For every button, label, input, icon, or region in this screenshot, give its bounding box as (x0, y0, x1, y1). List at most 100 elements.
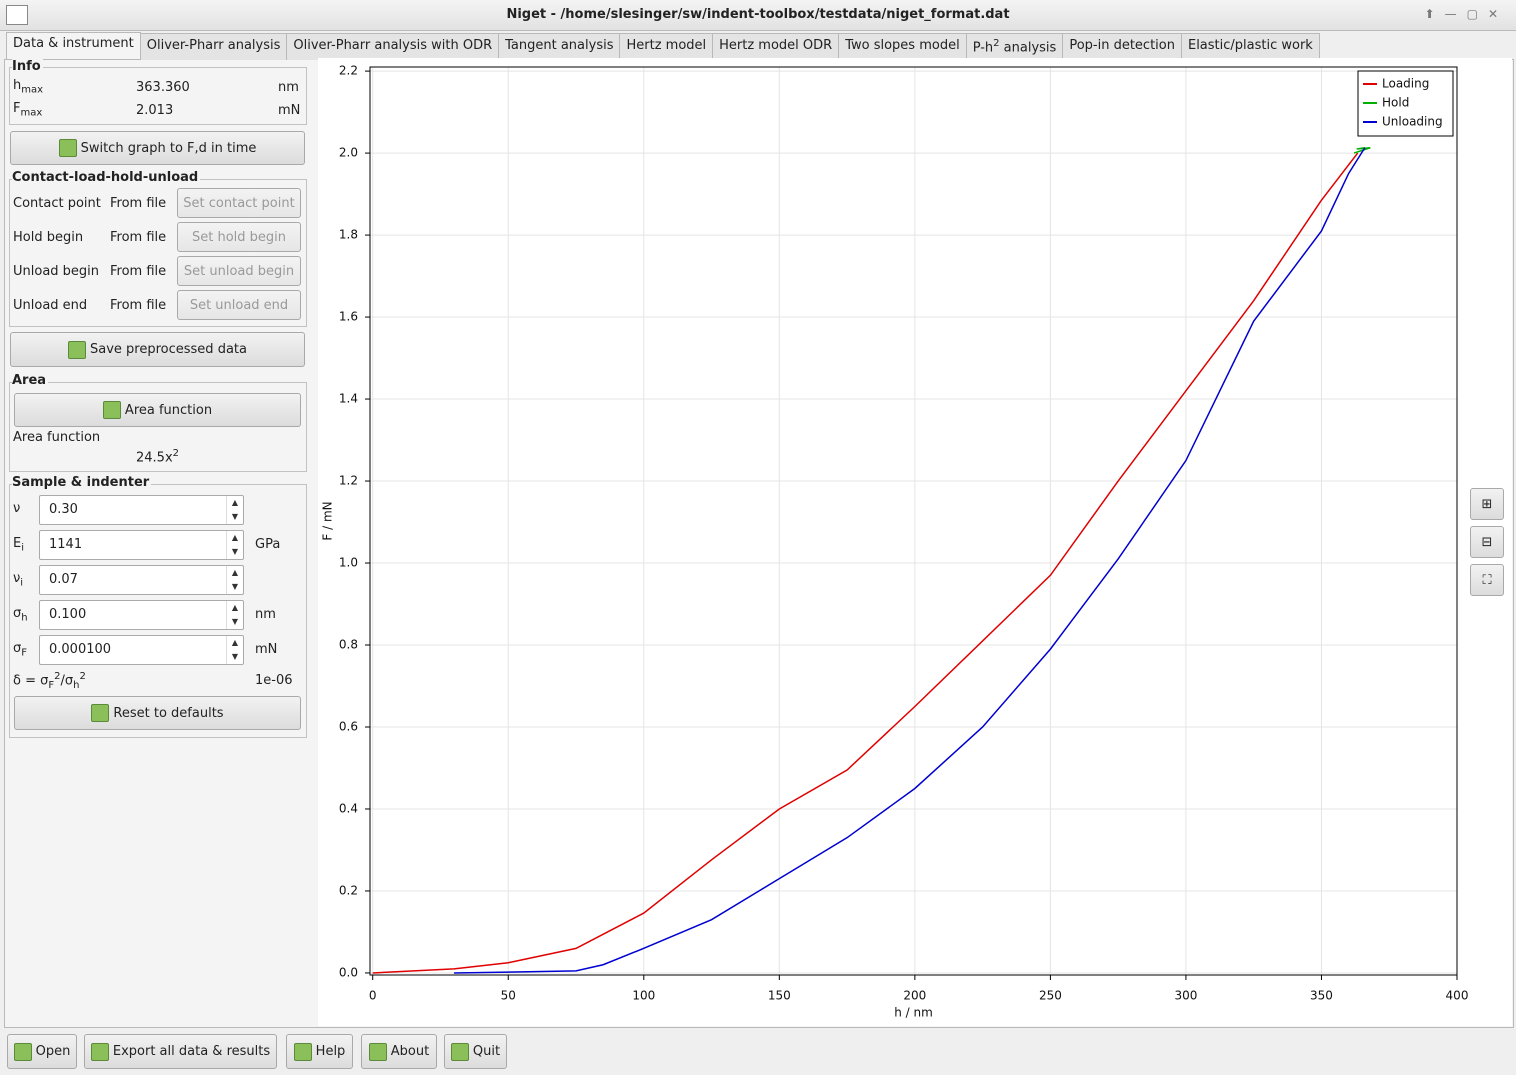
tab-label: P-h (972, 40, 994, 56)
set-point-button[interactable]: Set hold begin (177, 222, 301, 252)
tab[interactable]: Hertz model ODR (712, 33, 840, 61)
data-line (372, 152, 1359, 974)
x-axis-label: h / nm (894, 1006, 933, 1020)
symbol: σ (13, 641, 22, 656)
button-icon (68, 340, 86, 359)
button-label: Area function (124, 402, 213, 418)
symbol-sub: max (21, 84, 44, 96)
y-tick-label: 0.8 (339, 638, 358, 652)
spin-box[interactable]: 0.000100 ▲ ▼ (39, 635, 244, 665)
symbol-sub: h (21, 612, 28, 624)
spin-arrows: ▲ ▼ (226, 636, 243, 664)
tab[interactable]: Two slopes model (838, 33, 967, 61)
save-button[interactable]: Save preprocessed data (10, 332, 305, 367)
symbol-sub: i (20, 577, 24, 589)
tab[interactable]: P-h2 analysis (965, 33, 1064, 61)
y-tick-label: 1.2 (339, 474, 358, 488)
delta-part: F (48, 679, 55, 691)
tab-label: Oliver-Pharr analysis (146, 38, 281, 53)
field-symbol: νi (13, 571, 23, 589)
set-point-button[interactable]: Set unload begin (177, 256, 301, 286)
y-tick-label: 1.6 (339, 310, 358, 324)
group-title: Contact-load-hold-unload (12, 170, 201, 185)
spin-arrows: ▲ ▼ (226, 496, 243, 524)
symbol-sub: max (20, 107, 43, 119)
field-unit: GPa (255, 537, 281, 552)
window-controls[interactable]: ⬆—▢✕ (1424, 7, 1508, 21)
button-icon (368, 1042, 387, 1061)
symbol-sub: i (21, 542, 24, 554)
y-tick-label: 0.0 (339, 965, 358, 979)
area-formula-sup: 2 (172, 448, 180, 459)
button-icon (102, 401, 121, 419)
bottom-button[interactable]: Quit (444, 1034, 507, 1069)
tab[interactable]: Tangent analysis (498, 33, 621, 61)
chart: 0 50 100 150 200 250 300 350 400 0.0 0.2 0.4 0.6 0.8 1… (321, 64, 1469, 1020)
delta-part: h (73, 679, 80, 691)
button-icon (293, 1042, 312, 1061)
legend-label: Hold (1382, 96, 1409, 110)
delta-label: δ = σF2/σh2 (13, 671, 86, 691)
tab[interactable]: Pop-in detection (1062, 33, 1182, 61)
bottom-button[interactable]: Open (7, 1034, 77, 1069)
tab[interactable]: Hertz model (619, 33, 714, 61)
info-unit: mN (278, 103, 301, 118)
field-value: 0.07 (49, 572, 78, 587)
symbol: h (13, 78, 22, 93)
y-tick-label: 0.2 (339, 883, 358, 897)
field-value: 1141 (49, 537, 83, 552)
x-tick-label: 350 (1310, 989, 1333, 1003)
contact-source: From file (110, 298, 167, 313)
tab-label: Two slopes model (845, 38, 960, 53)
tab[interactable]: Oliver-Pharr analysis (139, 33, 288, 61)
info-unit: nm (278, 80, 299, 95)
tab[interactable]: Data & instrument (6, 32, 141, 60)
y-tick-label: 1.4 (339, 392, 358, 406)
spin-box[interactable]: 0.07 ▲ ▼ (39, 565, 244, 595)
zoom-fit-button[interactable]: ⛶ (1470, 564, 1504, 596)
field-unit: mN (255, 642, 278, 657)
legend-label: Loading (1382, 77, 1429, 91)
delta-part: δ = σ (13, 673, 49, 689)
spin-box[interactable]: 0.100 ▲ ▼ (39, 600, 244, 630)
zoom-out-button[interactable]: ⊟ (1470, 526, 1504, 558)
button-label: Set hold begin (191, 229, 287, 245)
reset-button[interactable]: Reset to defaults (14, 696, 301, 730)
zoom-in-button[interactable]: ⊞ (1470, 488, 1504, 520)
contact-source: From file (110, 196, 167, 211)
field-symbol: ν (13, 501, 20, 516)
spin-box[interactable]: 0.30 ▲ ▼ (39, 495, 244, 525)
delta-part: 2 (79, 671, 86, 682)
bottom-button[interactable]: Help (286, 1034, 353, 1069)
group-title: Info (12, 59, 43, 74)
area-label: Area function (13, 430, 101, 445)
area-function-button[interactable]: Area function (14, 393, 301, 427)
title-bar: Niget - /home/slesinger/sw/indent-toolbo… (0, 0, 1516, 31)
x-tick-label: 300 (1174, 989, 1197, 1003)
button-label: About (390, 1044, 430, 1059)
switch-graph-button[interactable]: Switch graph to F,d in time (10, 131, 305, 165)
tab-label-sup: 2 (993, 38, 1000, 49)
tab-label: Hertz model (626, 38, 707, 53)
contact-label: Unload end (13, 298, 88, 313)
app-icon (6, 5, 28, 25)
info-value: 2.013 (136, 103, 174, 118)
field-value: 0.100 (49, 607, 87, 622)
plot-frame (369, 66, 1458, 976)
button-label: Quit (472, 1044, 501, 1059)
field-symbol: σF (13, 641, 27, 659)
delta-part: 2 (54, 671, 61, 682)
set-point-button[interactable]: Set unload end (177, 290, 301, 320)
button-label: Set unload end (189, 297, 289, 313)
contact-source: From file (110, 264, 167, 279)
button-label: Switch graph to F,d in time (80, 140, 257, 156)
symbol: E (13, 536, 22, 551)
tab-label: Pop-in detection (1069, 38, 1175, 53)
spin-box[interactable]: 1141 ▲ ▼ (39, 530, 244, 560)
set-point-button[interactable]: Set contact point (177, 188, 301, 218)
tab[interactable]: Oliver-Pharr analysis with ODR (286, 33, 500, 61)
tab-label: Elastic/plastic work (1187, 38, 1313, 53)
bottom-button[interactable]: About (361, 1034, 437, 1069)
tab[interactable]: Elastic/plastic work (1180, 33, 1320, 61)
bottom-button[interactable]: Export all data & results (84, 1034, 277, 1069)
